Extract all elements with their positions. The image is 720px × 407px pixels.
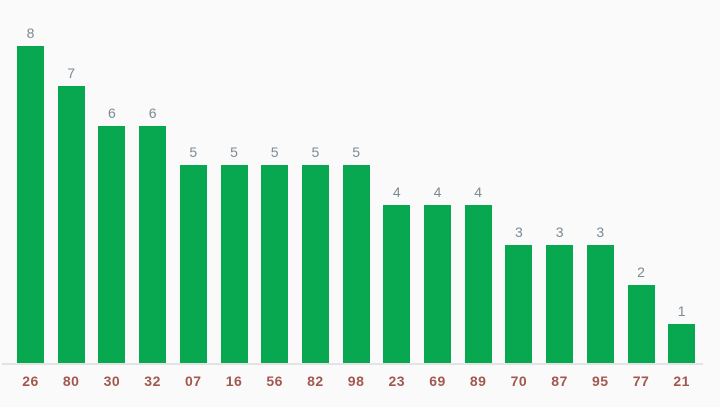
x-axis-line [2, 363, 703, 365]
bar-value-label: 5 [230, 144, 238, 161]
x-axis-tick-label: 21 [673, 373, 690, 389]
x-axis-tick-label: 30 [103, 373, 121, 389]
bar-value-label: 8 [26, 25, 35, 41]
bar-value-label: 7 [67, 64, 76, 81]
x-axis-tick-label: 26 [22, 373, 39, 389]
x-axis-tick-label: 32 [144, 373, 161, 389]
bar[interactable] [383, 205, 411, 364]
bar-value-label: 5 [270, 144, 279, 161]
bar[interactable] [301, 165, 329, 364]
bar-value-label: 6 [107, 104, 116, 121]
bar[interactable] [342, 165, 370, 364]
bar[interactable] [627, 284, 655, 364]
x-axis-tick-label: 89 [469, 373, 487, 389]
x-axis-tick-label: 16 [225, 373, 243, 389]
bar-value-label: 5 [311, 144, 320, 161]
bar-value-label: 4 [433, 184, 442, 200]
bar-group: 5 56 [254, 0, 295, 407]
bar-value-label: 5 [189, 144, 198, 161]
bar-group: 4 69 [417, 0, 458, 407]
bar-group: 3 87 [539, 0, 580, 407]
bar-value-label: 3 [514, 223, 523, 240]
bar-group: 5 16 [214, 0, 255, 407]
bar-group: 3 70 [498, 0, 539, 407]
x-axis-tick-label: 95 [592, 373, 609, 389]
bar-group: 5 07 [173, 0, 214, 407]
bar[interactable] [668, 324, 696, 364]
bar-group: 1 21 [661, 0, 702, 407]
bar[interactable] [139, 125, 167, 364]
bar[interactable] [17, 46, 44, 364]
x-axis-tick-label: 98 [347, 373, 365, 389]
bar[interactable] [57, 85, 85, 364]
bar[interactable] [464, 205, 492, 364]
bar-value-label: 5 [352, 144, 360, 161]
bar[interactable] [98, 125, 126, 364]
x-axis-tick-label: 07 [185, 373, 202, 389]
bar[interactable] [179, 165, 207, 364]
bar-group: 4 23 [376, 0, 417, 407]
x-axis-tick-label: 87 [551, 373, 568, 389]
bar-group: 6 30 [91, 0, 132, 407]
bar-value-label: 3 [596, 223, 605, 240]
bar-group: 6 32 [132, 0, 173, 407]
bar[interactable] [261, 165, 289, 364]
bar-group: 7 80 [51, 0, 92, 407]
bar-group: 8 26 [10, 0, 51, 407]
bar-value-label: 4 [474, 184, 483, 200]
x-axis-tick-label: 69 [429, 373, 446, 389]
x-axis-tick-label: 82 [307, 373, 324, 389]
x-axis-tick-label: 23 [388, 373, 406, 389]
bar[interactable] [546, 244, 574, 364]
bar-group: 2 77 [621, 0, 662, 407]
x-axis-tick-label: 56 [266, 373, 283, 389]
x-axis-tick-label: 77 [632, 373, 650, 389]
bar[interactable] [586, 244, 614, 364]
bar-value-label: 6 [148, 104, 157, 121]
bar[interactable] [505, 244, 533, 364]
bar-value-label: 2 [637, 263, 645, 280]
bar-group: 5 82 [295, 0, 336, 407]
bar-value-label: 1 [677, 303, 686, 320]
bar[interactable] [424, 205, 451, 364]
x-axis-tick-label: 70 [510, 373, 528, 389]
bar-value-label: 3 [555, 223, 564, 240]
x-axis-tick-label: 80 [62, 373, 80, 389]
bar-group: 4 89 [458, 0, 499, 407]
bar[interactable] [220, 165, 248, 364]
bar-group: 3 95 [580, 0, 621, 407]
bar-value-label: 4 [392, 184, 401, 200]
bar-group: 5 98 [336, 0, 377, 407]
